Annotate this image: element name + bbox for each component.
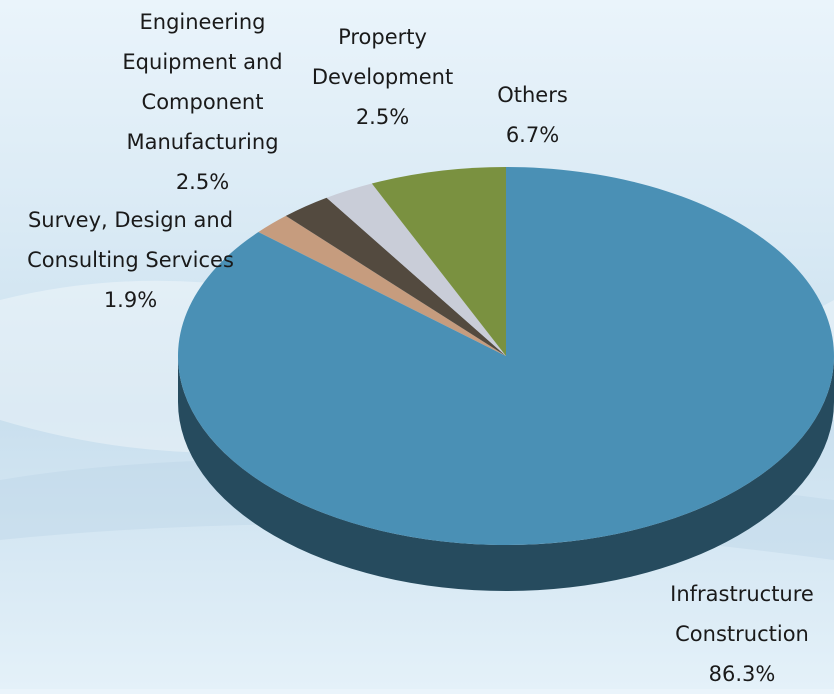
slice	[285, 197, 506, 356]
category-label: Infrastructure Construction	[670, 582, 814, 646]
slice	[371, 167, 506, 356]
slice-label: Survey, Design and Consulting Services 1.…	[8, 200, 253, 320]
value-label: 86.3%	[708, 662, 776, 686]
category-label: Survey, Design and Consulting Services	[27, 208, 234, 272]
slice-label: Property Development 2.5%	[300, 17, 465, 137]
slice-label: Infrastructure Construction 86.3%	[657, 574, 827, 694]
value-label: 2.5%	[355, 105, 410, 129]
slice	[258, 215, 506, 356]
value-label: 2.5%	[175, 170, 230, 194]
slice-label: Others 6.7%	[470, 75, 595, 155]
value-label: 6.7%	[505, 123, 560, 147]
slice	[326, 183, 506, 356]
slice-label: Engineering Equipment and Component Manu…	[110, 2, 295, 202]
category-label: Property Development	[311, 25, 454, 89]
slice-side	[178, 356, 834, 591]
value-label: 1.9%	[103, 288, 158, 312]
category-label: Engineering Equipment and Component Manu…	[122, 10, 283, 154]
category-label: Others	[497, 83, 568, 107]
